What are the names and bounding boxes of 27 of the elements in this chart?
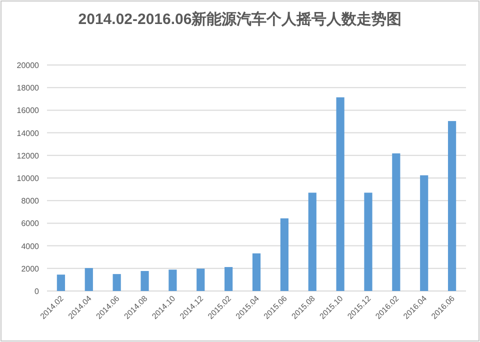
- y-tick-label: 4000: [21, 242, 40, 251]
- y-tick-label: 0: [34, 287, 40, 296]
- bar: [196, 268, 205, 291]
- y-tick-label: 16000: [16, 106, 40, 116]
- bar: [252, 253, 261, 291]
- y-tick-label: 6000: [21, 219, 40, 228]
- bar: [420, 175, 428, 291]
- y-tick-label: 2000: [21, 264, 40, 274]
- bar: [224, 267, 233, 291]
- y-tick-label: 14000: [16, 128, 40, 138]
- chart-title: 2014.02-2016.06新能源汽车个人摇号人数走势图: [78, 10, 402, 28]
- bar: [308, 192, 316, 291]
- bar: [392, 153, 400, 291]
- bar: [336, 97, 344, 291]
- y-tick-label: 18000: [16, 84, 40, 93]
- bar: [280, 218, 288, 291]
- bar: [112, 274, 121, 291]
- bar: [448, 121, 456, 291]
- bar: [84, 268, 93, 291]
- y-tick-label: 10000: [16, 174, 40, 183]
- y-tick-label: 8000: [21, 196, 40, 206]
- bar: [168, 270, 177, 291]
- bar: [364, 192, 372, 291]
- bar: [140, 271, 149, 291]
- y-tick-label: 12000: [16, 151, 40, 160]
- y-tick-label: 20000: [16, 61, 40, 70]
- bar: [56, 274, 66, 291]
